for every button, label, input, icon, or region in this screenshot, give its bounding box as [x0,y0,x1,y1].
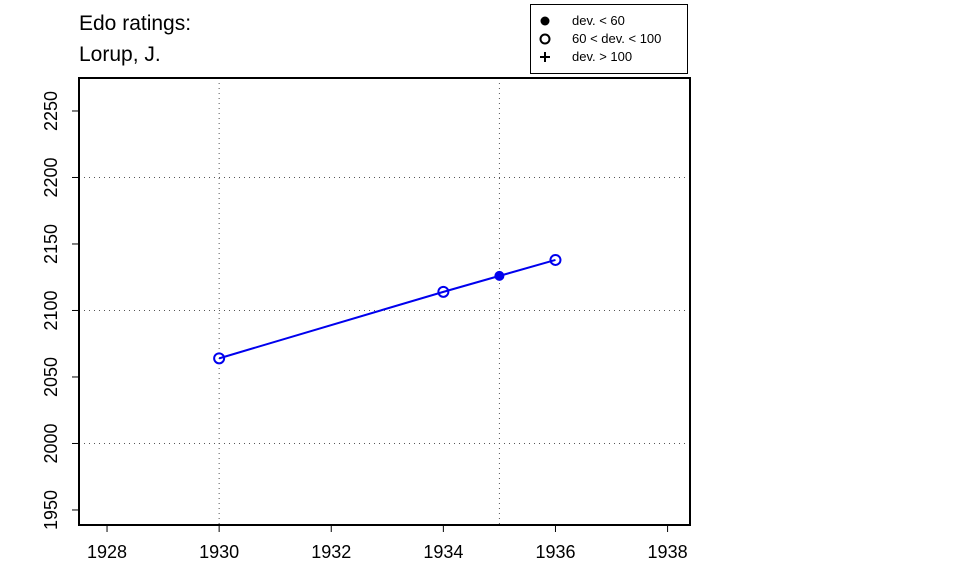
legend-label: dev. > 100 [572,49,632,64]
y-tick-label: 1950 [41,490,61,530]
marker [539,33,551,45]
marker [540,16,550,26]
x-tick-label: 1928 [87,542,127,562]
marker [213,352,226,365]
x-tick-label: 1932 [311,542,351,562]
line [218,258,556,360]
y-tick-label: 2050 [41,357,61,397]
x-tick-label: 1930 [199,542,239,562]
marker [549,253,562,266]
y-tick-label: 2150 [41,224,61,264]
chart-subtitle: Lorup, J. [79,43,161,66]
legend-label: 60 < dev. < 100 [572,31,661,46]
marker [494,270,505,281]
legend-label: dev. < 60 [572,13,625,28]
y-tick-label: 2200 [41,157,61,197]
marker [540,52,550,62]
y-tick-label: 2250 [41,91,61,131]
x-tick-label: 1936 [535,542,575,562]
chart-title: Edo ratings: [79,12,191,35]
x-tick-label: 1938 [648,542,688,562]
y-tick-label: 2100 [41,290,61,330]
marker [437,285,450,298]
x-tick-label: 1934 [423,542,463,562]
plot-frame [78,77,691,526]
y-tick-label: 2000 [41,423,61,463]
legend-box [530,4,688,74]
